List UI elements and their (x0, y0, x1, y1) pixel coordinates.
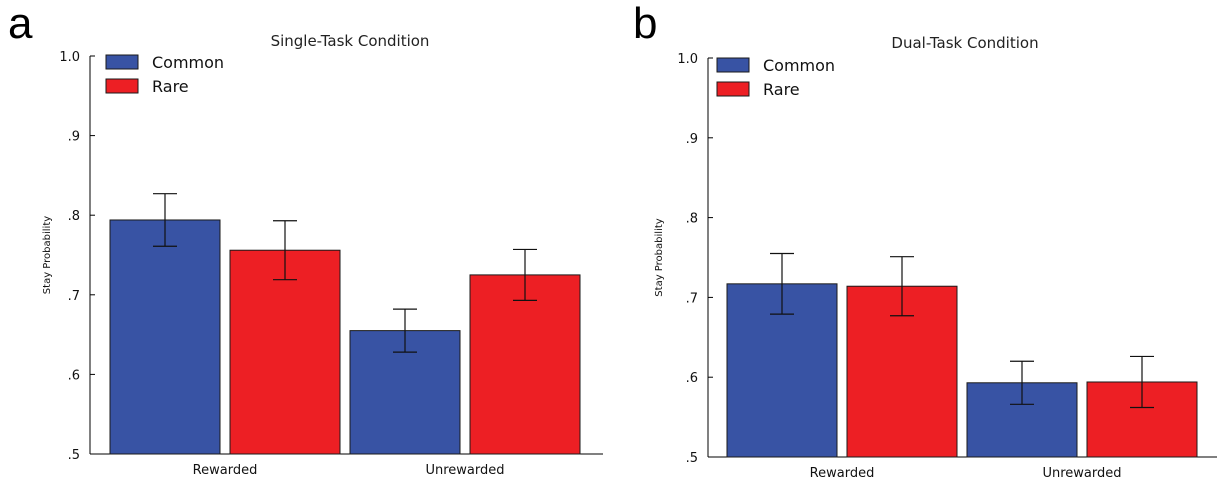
chart0-ylabel: Stay Probability (42, 216, 53, 294)
chart1-legend-swatch-rare (716, 81, 750, 97)
chart1-ytick-label: .5 (686, 451, 698, 466)
chart0-ytick-label: .8 (68, 209, 80, 224)
chart1-legend-label-common: Common (763, 56, 835, 75)
chart0-ytick-label: .5 (68, 448, 80, 463)
chart0-category-label: Unrewarded (425, 463, 504, 478)
chart1-ytick-label: .9 (686, 132, 698, 147)
chart1-legend-label-rare: Rare (763, 80, 800, 99)
chart0-ytick-label: .9 (68, 130, 80, 145)
chart1-title: Dual-Task Condition (891, 34, 1038, 52)
chart0-legend-swatch-rare (105, 78, 139, 94)
chart0-bar-common-rewarded (109, 219, 221, 455)
chart1-ytick-label: 1.0 (677, 52, 698, 67)
chart0-legend-label-rare: Rare (152, 77, 189, 96)
chart1-category-label: Rewarded (810, 466, 875, 479)
panel-letter-a: a (8, 0, 33, 48)
chart1-ylabel: Stay Probability (654, 218, 665, 296)
chart0-legend-label-common: Common (152, 53, 224, 72)
chart0-bar-rare-unrewarded (469, 274, 581, 455)
chart1-ytick-label: .6 (686, 371, 698, 386)
chart0-ytick-label: .7 (68, 289, 80, 304)
chart1-ytick-label: .7 (686, 291, 698, 306)
chart0-bar-rare-rewarded (229, 249, 341, 455)
chart1-ytick-label: .8 (686, 212, 698, 227)
chart1-category-label: Unrewarded (1042, 466, 1121, 479)
chart1-legend-swatch-common (716, 57, 750, 73)
panel-letter-b: b (633, 0, 658, 48)
chart0-legend-swatch-common (105, 54, 139, 70)
chart0-ytick-label: 1.0 (59, 50, 80, 65)
chart0-title: Single-Task Condition (271, 32, 430, 50)
chart0-category-label: Rewarded (193, 463, 258, 478)
chart0-ytick-label: .6 (68, 368, 80, 383)
